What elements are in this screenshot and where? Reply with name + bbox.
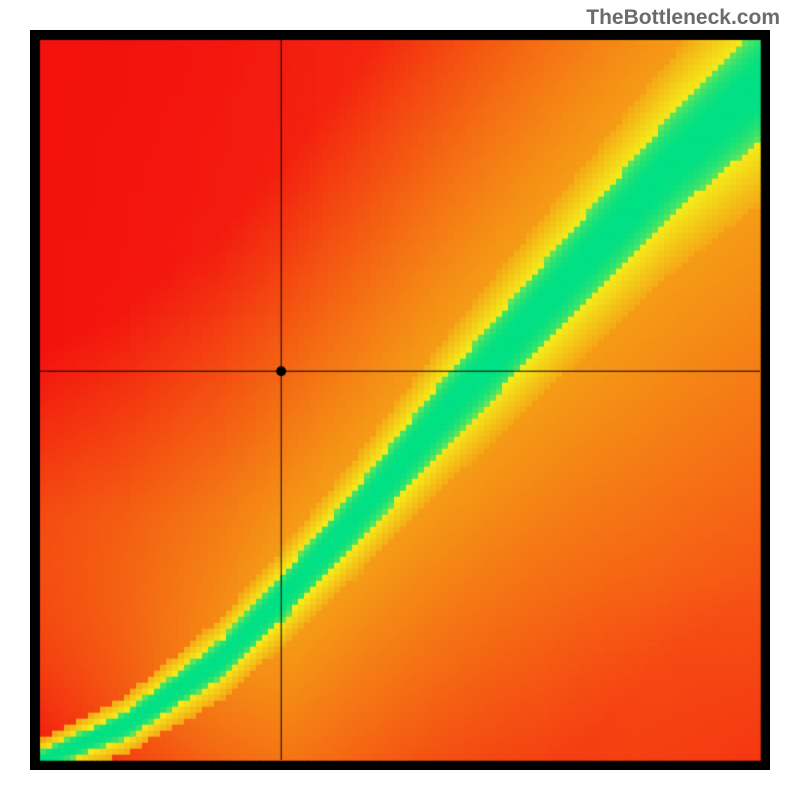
attribution-text: TheBottleneck.com — [586, 6, 780, 30]
heatmap-canvas — [30, 30, 770, 770]
bottleneck-heatmap — [30, 30, 770, 770]
